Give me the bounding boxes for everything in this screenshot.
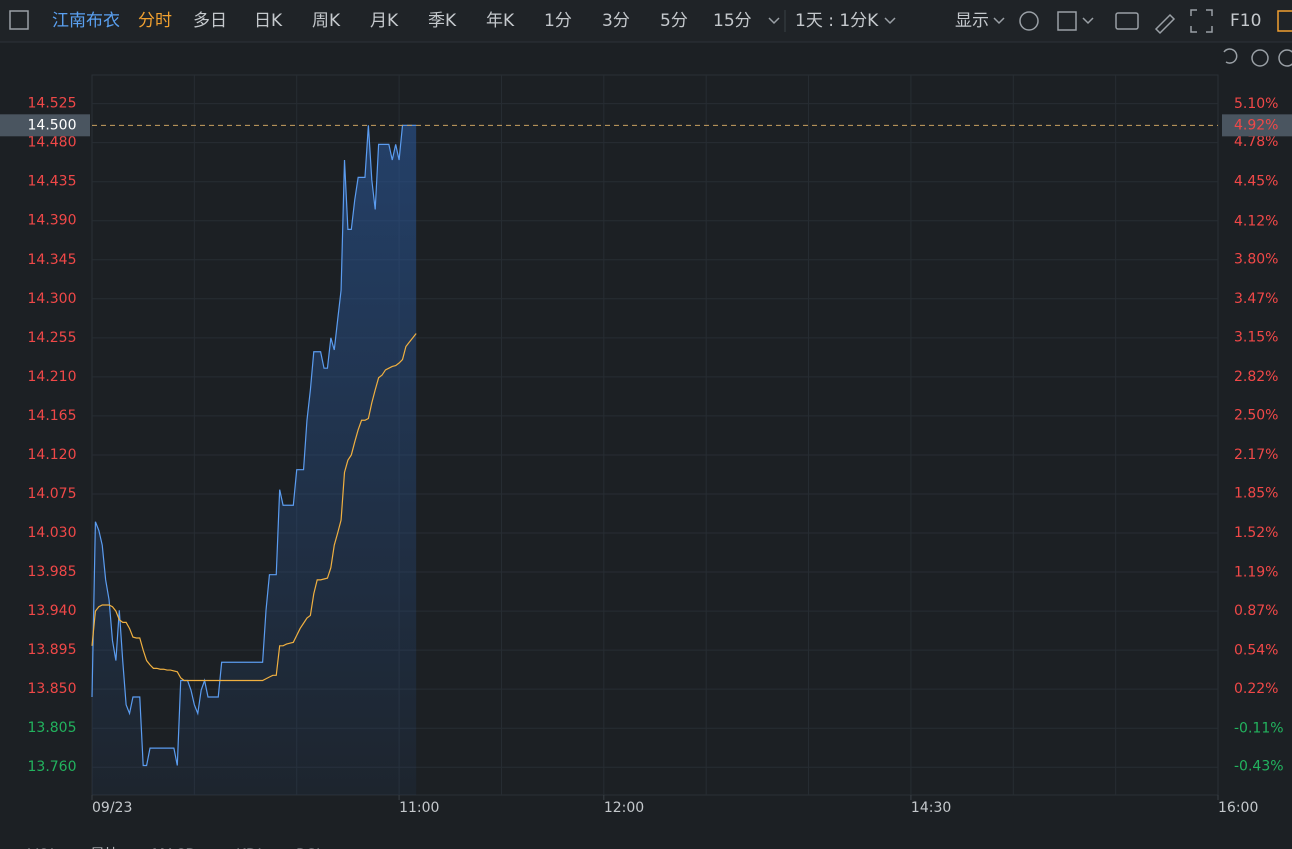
bottom-tabs: VOL 量比 MACD KDJ RSI: [28, 846, 320, 849]
period-tab[interactable]: 3分: [602, 11, 630, 31]
y-tick-label: 13.850: [28, 681, 77, 697]
y-tick-label: 13.805: [28, 720, 77, 736]
price-area: [92, 125, 417, 796]
y-tick-label: 14.390: [28, 213, 77, 229]
y-tick-label: 14.165: [28, 408, 77, 424]
y2-tick-label: 0.22%: [1234, 681, 1278, 697]
x-tick-label: 16:00: [1218, 800, 1258, 816]
y-tick-label: 14.075: [28, 486, 77, 502]
y-tick-label: 14.480: [28, 135, 77, 151]
x-tick-label: 09/23: [92, 800, 132, 816]
y2-tick-label: 4.12%: [1234, 213, 1278, 229]
stock-name[interactable]: 江南布衣: [52, 11, 120, 31]
last-change-box: [1222, 114, 1292, 137]
plot-border: [91, 74, 1219, 796]
chevron[interactable]: [1082, 17, 1094, 25]
y2-tick-label: -0.43%: [1234, 759, 1284, 775]
camera-icon[interactable]: [1115, 12, 1139, 30]
y-tick-label: 14.120: [28, 447, 77, 463]
y2-tick-label: 4.45%: [1234, 174, 1278, 190]
y2-tick-label: 1.52%: [1234, 525, 1278, 541]
y2-tick-label: 2.50%: [1234, 407, 1278, 423]
y2-tick-label: 1.19%: [1234, 565, 1278, 581]
indicator-tab[interactable]: MACD: [152, 846, 197, 849]
y-tick-label: 13.895: [28, 642, 77, 658]
y-tick-label: 14.345: [28, 252, 77, 268]
period-tab[interactable]: 周K: [312, 11, 341, 31]
y2-tick-label: 1.85%: [1234, 485, 1278, 501]
settings-icon[interactable]: [1019, 11, 1039, 31]
chevron[interactable]: [768, 17, 780, 25]
last-price-label: 14.500: [28, 117, 77, 133]
period-tab[interactable]: 季K: [428, 11, 457, 31]
x-tick-label: 12:00: [604, 800, 644, 816]
y-tick-label: 14.030: [28, 525, 77, 541]
layout-icon[interactable]: [1057, 11, 1077, 31]
reset-icon[interactable]: [1223, 48, 1238, 64]
y2-tick-label: 3.80%: [1234, 252, 1278, 268]
y2-tick-label: 3.15%: [1234, 330, 1278, 346]
y2-tick-label: 5.10%: [1234, 96, 1278, 112]
y2-tick-label: 4.78%: [1234, 134, 1278, 150]
y-tick-label: 14.210: [28, 369, 77, 385]
side-panel-icon[interactable]: [1277, 10, 1292, 32]
last-change-label: 4.92%: [1234, 117, 1278, 133]
average-line: [91, 333, 417, 682]
zoom-out-icon[interactable]: [1251, 49, 1269, 67]
chart: 14.525 14.480 14.435 14.390 14.345 14.300 14.2…: [0, 74, 1292, 816]
y-tick-label: 13.760: [28, 759, 77, 775]
price-line: [91, 124, 417, 767]
y2-tick-label: 3.47%: [1234, 291, 1278, 307]
period-tab[interactable]: 5分: [660, 11, 688, 31]
y-tick-label: 14.255: [28, 330, 77, 346]
indicator-tab[interactable]: VOL: [28, 846, 59, 849]
zoom-in-icon[interactable]: [1278, 49, 1292, 67]
period-tabs: 多日 日K 周K 月K 季K 年K 1分 3分 5分 15分: [193, 11, 752, 31]
chevron[interactable]: [993, 17, 1005, 25]
active-tab[interactable]: 分时: [138, 11, 172, 31]
y-tick-label: 14.300: [28, 291, 77, 307]
chevron[interactable]: [884, 17, 896, 25]
y-tick-label: 14.525: [28, 96, 77, 112]
y2-tick-label: 0.54%: [1234, 642, 1278, 658]
f10-button[interactable]: F10: [1230, 11, 1261, 31]
fullscreen-icon[interactable]: [1190, 9, 1213, 33]
period-tab[interactable]: 日K: [254, 11, 283, 31]
period-tab[interactable]: 多日: [193, 11, 227, 31]
indicator-tab[interactable]: KDJ: [236, 846, 262, 849]
sidebar-icon[interactable]: [9, 10, 29, 30]
x-tick-label: 11:00: [399, 800, 439, 816]
indicator-tab[interactable]: RSI: [296, 846, 320, 849]
y2-tick-label: 2.17%: [1234, 447, 1278, 463]
y2-tick-label: -0.11%: [1234, 720, 1284, 736]
range-select[interactable]: 1天 : 1分K: [795, 11, 879, 31]
period-tab[interactable]: 1分: [544, 11, 572, 31]
y-tick-label: 13.940: [28, 603, 77, 619]
indicator-tab[interactable]: 量比: [90, 846, 120, 849]
x-tick-label: 14:30: [911, 800, 951, 816]
period-tab[interactable]: 15分: [713, 11, 752, 31]
display-menu[interactable]: 显示: [955, 11, 989, 31]
period-tab[interactable]: 年K: [486, 11, 515, 31]
last-price-box: [0, 114, 90, 137]
y2-tick-label: 2.82%: [1234, 369, 1278, 385]
period-tab[interactable]: 月K: [370, 11, 399, 31]
y-tick-label: 14.435: [28, 174, 77, 190]
y2-tick-label: 0.87%: [1234, 603, 1278, 619]
y-tick-label: 13.985: [28, 564, 77, 580]
draw-icon[interactable]: [1154, 13, 1176, 35]
